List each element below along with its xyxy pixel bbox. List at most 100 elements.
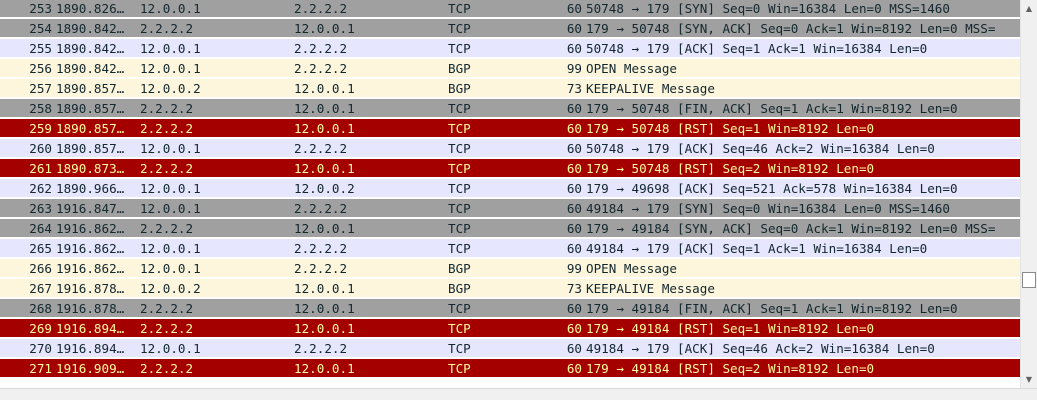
packet-row[interactable]: 261 1890.873… 2.2.2.2 12.0.0.1 TCP 60 179 → 50… xyxy=(0,159,1020,178)
packet-length: 60 xyxy=(566,161,582,176)
packet-row[interactable]: 266 1916.862… 12.0.0.1 2.2.2.2 BGP 99 OPEN Mes… xyxy=(0,259,1020,278)
packet-protocol: TCP xyxy=(448,41,471,56)
packet-info: 179 → 49698 [ACK] Seq=521 Ack=578 Win=16… xyxy=(586,181,958,196)
packet-row[interactable]: 269 1916.894… 2.2.2.2 12.0.0.1 TCP 60 179 → 49… xyxy=(0,319,1020,338)
packet-source: 12.0.0.1 xyxy=(140,241,201,256)
horizontal-scrollbar[interactable] xyxy=(0,388,1037,400)
packet-number: 260 xyxy=(29,141,52,156)
packet-protocol: TCP xyxy=(448,181,471,196)
packet-source: 12.0.0.1 xyxy=(140,1,201,16)
packet-number: 256 xyxy=(29,61,52,76)
packet-number: 267 xyxy=(29,281,52,296)
packet-time: 1916.862… xyxy=(56,261,125,276)
packet-length: 60 xyxy=(566,141,582,156)
packet-destination: 12.0.0.1 xyxy=(294,121,355,136)
packet-time: 1916.862… xyxy=(56,241,125,256)
packet-row[interactable]: 271 1916.909… 2.2.2.2 12.0.0.1 TCP 60 179 → 49… xyxy=(0,359,1020,378)
packet-source: 12.0.0.1 xyxy=(140,201,201,216)
packet-protocol: TCP xyxy=(448,121,471,136)
packet-row[interactable]: 260 1890.857… 12.0.0.1 2.2.2.2 TCP 60 50748 → … xyxy=(0,139,1020,158)
packet-row[interactable]: 254 1890.842… 2.2.2.2 12.0.0.1 TCP 60 179 → 50… xyxy=(0,19,1020,38)
packet-row[interactable]: 255 1890.842… 12.0.0.1 2.2.2.2 TCP 60 50748 → … xyxy=(0,39,1020,58)
packet-length: 60 xyxy=(566,341,582,356)
packet-number: 262 xyxy=(29,181,52,196)
packet-number: 261 xyxy=(29,161,52,176)
packet-destination: 12.0.0.1 xyxy=(294,281,355,296)
packet-row[interactable]: 262 1890.966… 12.0.0.1 12.0.0.2 TCP 60 179 → 4… xyxy=(0,179,1020,198)
scrollbar-thumb[interactable] xyxy=(1022,272,1036,288)
packet-time: 1916.862… xyxy=(56,221,125,236)
packet-length: 60 xyxy=(566,221,582,236)
packet-length: 60 xyxy=(566,101,582,116)
packet-number: 254 xyxy=(29,21,52,36)
packet-destination: 2.2.2.2 xyxy=(294,141,348,156)
packet-number: 270 xyxy=(29,341,52,356)
packet-time: 1916.894… xyxy=(56,321,125,336)
packet-source: 2.2.2.2 xyxy=(140,121,194,136)
packet-time: 1890.857… xyxy=(56,101,125,116)
packet-info: OPEN Message xyxy=(586,261,677,276)
packet-row[interactable]: 258 1890.857… 2.2.2.2 12.0.0.1 TCP 60 179 → 50… xyxy=(0,99,1020,118)
packet-time: 1916.878… xyxy=(56,301,125,316)
packet-source: 12.0.0.1 xyxy=(140,181,201,196)
packet-source: 12.0.0.2 xyxy=(140,281,201,296)
packet-info: KEEPALIVE Message xyxy=(586,81,715,96)
packet-info: 179 → 49184 [FIN, ACK] Seq=1 Ack=1 Win=8… xyxy=(586,301,958,316)
packet-time: 1916.878… xyxy=(56,281,125,296)
packet-number: 259 xyxy=(29,121,52,136)
packet-source: 2.2.2.2 xyxy=(140,361,194,376)
packet-source: 12.0.0.1 xyxy=(140,61,201,76)
packet-info: 49184 → 179 [SYN] Seq=0 Win=16384 Len=0 … xyxy=(586,201,950,216)
scroll-down-arrow-icon[interactable]: ▼ xyxy=(1025,375,1033,384)
packet-destination: 2.2.2.2 xyxy=(294,61,348,76)
packet-protocol: BGP xyxy=(448,61,471,76)
packet-time: 1916.909… xyxy=(56,361,125,376)
packet-destination: 2.2.2.2 xyxy=(294,201,348,216)
packet-info: 179 → 49184 [RST] Seq=1 Win=8192 Len=0 xyxy=(586,321,875,336)
packet-number: 265 xyxy=(29,241,52,256)
packet-info: 50748 → 179 [ACK] Seq=46 Ack=2 Win=16384… xyxy=(586,141,935,156)
packet-row[interactable]: 268 1916.878… 2.2.2.2 12.0.0.1 TCP 60 179 → 49… xyxy=(0,299,1020,318)
packet-row[interactable]: 263 1916.847… 12.0.0.1 2.2.2.2 TCP 60 49184 → … xyxy=(0,199,1020,218)
packet-info: 49184 → 179 [ACK] Seq=1 Ack=1 Win=16384 … xyxy=(586,241,928,256)
packet-destination: 12.0.0.2 xyxy=(294,181,355,196)
packet-row[interactable]: 256 1890.842… 12.0.0.1 2.2.2.2 BGP 99 OPEN Mes… xyxy=(0,59,1020,78)
packet-info: 179 → 50748 [RST] Seq=2 Win=8192 Len=0 xyxy=(586,161,875,176)
packet-destination: 12.0.0.1 xyxy=(294,81,355,96)
packet-info: 179 → 50748 [SYN, ACK] Seq=0 Ack=1 Win=8… xyxy=(586,21,996,36)
vertical-scrollbar[interactable]: ▲ ▼ xyxy=(1020,0,1037,388)
packet-number: 263 xyxy=(29,201,52,216)
packet-row[interactable]: 270 1916.894… 12.0.0.1 2.2.2.2 TCP 60 49184 → … xyxy=(0,339,1020,358)
packet-time: 1890.857… xyxy=(56,141,125,156)
packet-destination: 12.0.0.1 xyxy=(294,221,355,236)
packet-number: 255 xyxy=(29,41,52,56)
packet-destination: 2.2.2.2 xyxy=(294,341,348,356)
packet-row[interactable]: 259 1890.857… 2.2.2.2 12.0.0.1 TCP 60 179 → 50… xyxy=(0,119,1020,138)
scroll-up-arrow-icon[interactable]: ▲ xyxy=(1025,4,1033,13)
packet-destination: 2.2.2.2 xyxy=(294,241,348,256)
packet-list[interactable]: 253 1890.826… 12.0.0.1 2.2.2.2 TCP 60 50748 → … xyxy=(0,0,1020,388)
packet-row[interactable]: 253 1890.826… 12.0.0.1 2.2.2.2 TCP 60 50748 → … xyxy=(0,0,1020,18)
packet-row[interactable]: 267 1916.878… 12.0.0.2 12.0.0.1 BGP 73 KEEPALI… xyxy=(0,279,1020,298)
packet-info: 179 → 49184 [SYN, ACK] Seq=0 Ack=1 Win=8… xyxy=(586,221,996,236)
packet-protocol: BGP xyxy=(448,261,471,276)
packet-protocol: TCP xyxy=(448,201,471,216)
packet-time: 1890.826… xyxy=(56,1,125,16)
packet-number: 264 xyxy=(29,221,52,236)
packet-protocol: TCP xyxy=(448,321,471,336)
packet-row[interactable]: 264 1916.862… 2.2.2.2 12.0.0.1 TCP 60 179 → 49… xyxy=(0,219,1020,238)
packet-protocol: BGP xyxy=(448,81,471,96)
packet-row[interactable]: 257 1890.857… 12.0.0.2 12.0.0.1 BGP 73 KEEPALI… xyxy=(0,79,1020,98)
packet-number: 257 xyxy=(29,81,52,96)
packet-time: 1890.842… xyxy=(56,21,125,36)
packet-source: 2.2.2.2 xyxy=(140,321,194,336)
packet-row[interactable]: 265 1916.862… 12.0.0.1 2.2.2.2 TCP 60 49184 → … xyxy=(0,239,1020,258)
packet-protocol: BGP xyxy=(448,281,471,296)
packet-time: 1890.966… xyxy=(56,181,125,196)
packet-length: 60 xyxy=(566,41,582,56)
packet-number: 258 xyxy=(29,101,52,116)
packet-length: 99 xyxy=(566,61,582,76)
packet-time: 1890.857… xyxy=(56,81,125,96)
packet-number: 269 xyxy=(29,321,52,336)
packet-protocol: TCP xyxy=(448,241,471,256)
